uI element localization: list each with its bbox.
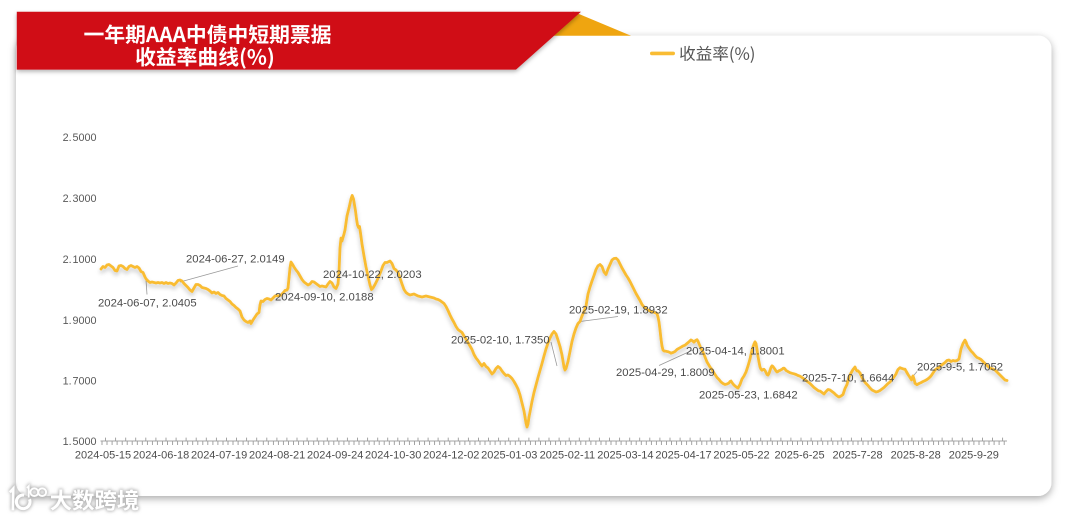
svg-text:2024-08-21: 2024-08-21 bbox=[249, 450, 305, 462]
svg-text:2024-06-18: 2024-06-18 bbox=[133, 450, 189, 462]
svg-text:2024-06-27, 2.0149: 2024-06-27, 2.0149 bbox=[186, 254, 285, 266]
svg-text:2025-04-17: 2025-04-17 bbox=[655, 450, 711, 462]
svg-text:2024-09-10, 2.0188: 2024-09-10, 2.0188 bbox=[275, 292, 374, 304]
svg-text:2024-09-24: 2024-09-24 bbox=[307, 450, 363, 462]
svg-text:1. 5000: 1. 5000 bbox=[63, 436, 97, 448]
svg-text:2025-02-10, 1.7350: 2025-02-10, 1.7350 bbox=[451, 335, 550, 347]
svg-text:1. 7000: 1. 7000 bbox=[63, 375, 97, 387]
svg-text:2024-12-02: 2024-12-02 bbox=[423, 450, 479, 462]
svg-text:2025-05-22: 2025-05-22 bbox=[713, 450, 769, 462]
svg-text:2024-07-19: 2024-07-19 bbox=[191, 450, 247, 462]
svg-text:2025-9-29: 2025-9-29 bbox=[949, 450, 999, 462]
svg-text:2024-10-22, 2.0203: 2024-10-22, 2.0203 bbox=[323, 269, 422, 281]
svg-text:2025-04-29, 1.8009: 2025-04-29, 1.8009 bbox=[616, 367, 715, 379]
svg-text:2025-9-5, 1.7052: 2025-9-5, 1.7052 bbox=[917, 362, 1003, 374]
svg-text:2. 3000: 2. 3000 bbox=[63, 193, 97, 205]
svg-text:2024-10-30: 2024-10-30 bbox=[365, 450, 421, 462]
svg-text:2025-7-10, 1.6644: 2025-7-10, 1.6644 bbox=[802, 373, 894, 385]
svg-text:2025-7-28: 2025-7-28 bbox=[833, 450, 883, 462]
svg-text:2025-8-28: 2025-8-28 bbox=[891, 450, 941, 462]
svg-text:2025-03-14: 2025-03-14 bbox=[597, 450, 653, 462]
svg-text:2025-02-19, 1.8932: 2025-02-19, 1.8932 bbox=[569, 305, 668, 317]
svg-text:2025-05-23, 1.6842: 2025-05-23, 1.6842 bbox=[699, 390, 798, 402]
svg-text:2024-05-15: 2024-05-15 bbox=[75, 450, 131, 462]
svg-text:1. 9000: 1. 9000 bbox=[63, 315, 97, 327]
svg-text:2. 1000: 2. 1000 bbox=[63, 254, 97, 266]
svg-text:2024-06-07, 2.0405: 2024-06-07, 2.0405 bbox=[98, 298, 197, 310]
svg-text:2025-01-03: 2025-01-03 bbox=[481, 450, 537, 462]
svg-text:2025-6-25: 2025-6-25 bbox=[775, 450, 825, 462]
svg-text:2. 5000: 2. 5000 bbox=[63, 132, 97, 144]
svg-text:2025-04-14, 1.8001: 2025-04-14, 1.8001 bbox=[686, 346, 785, 358]
svg-text:2025-02-11: 2025-02-11 bbox=[540, 450, 595, 462]
